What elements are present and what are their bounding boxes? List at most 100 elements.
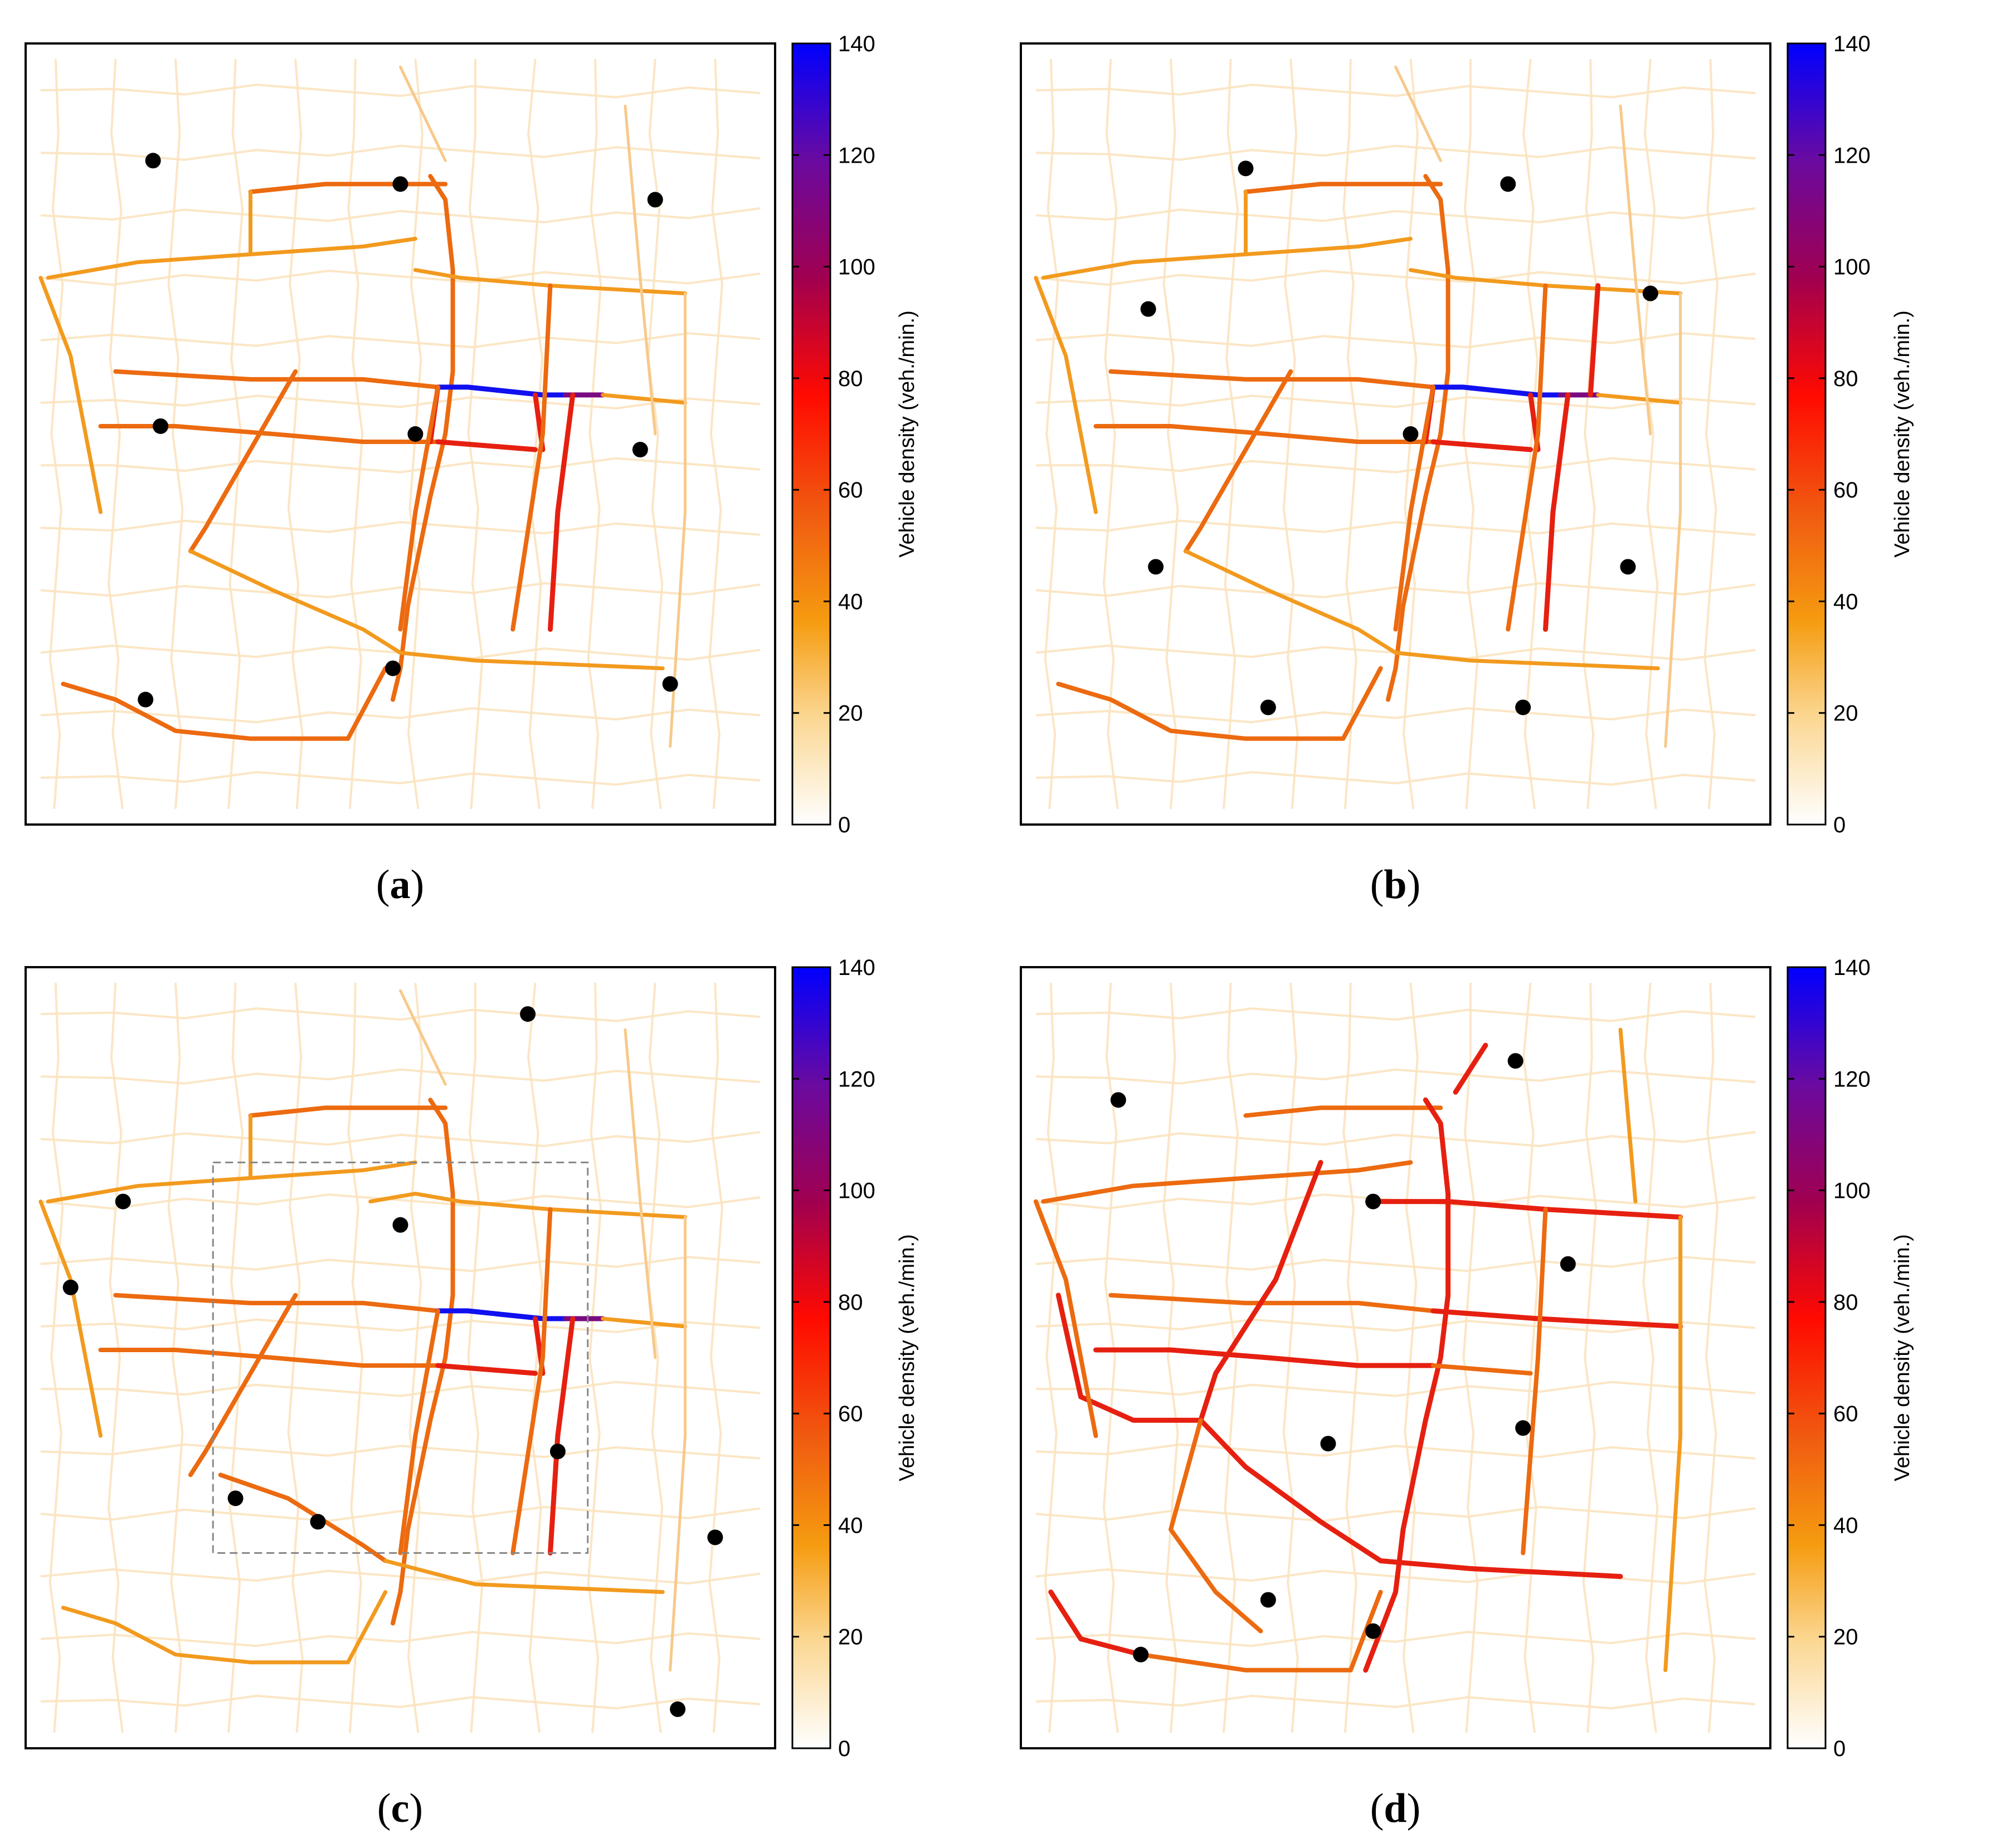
street-line [1035,332,1756,349]
road-segment [1543,392,1571,632]
street-line [1035,1068,1756,1085]
road-segment [98,424,440,444]
street-line [40,1505,761,1522]
caption-letter: b [1384,862,1406,908]
road-segment [510,283,553,632]
caption-paren-open: ( [376,862,390,908]
street-line [40,1443,761,1460]
road-segment [113,1293,440,1313]
colorbar-tick-label: 100 [1833,255,1871,280]
street-line [227,982,244,1733]
station-marker [115,1193,131,1210]
road-segment [1521,1207,1548,1556]
road-segment [98,1348,440,1368]
caption-paren-open: ( [377,1786,391,1831]
station-marker [153,418,169,434]
street-line [1102,58,1119,810]
colorbar-tick-label: 60 [838,478,863,503]
street-line [40,771,761,786]
caption-paren-close: ) [1407,1786,1421,1831]
road-segment [1393,384,1435,632]
panel-c: 0 20 40 60 80 100 120 140 Vehicle density (veh./… [0,924,995,1847]
road-segment [1033,1199,1098,1439]
street-line [1035,207,1756,223]
street-line [40,1381,761,1397]
road-segment [1430,1363,1533,1376]
road-segment [61,1590,388,1665]
street-line [40,707,761,724]
road-network [38,982,761,1733]
street-line [1522,982,1539,1733]
station-marker [707,1529,723,1545]
colorbar-tick-label: 20 [1833,1625,1858,1650]
road-segment [113,369,440,389]
station-marker [520,1006,536,1022]
road-network [1034,58,1756,810]
road-segment [1243,1105,1443,1118]
colorbar [791,42,831,826]
heatmap-svg: 0 20 40 60 80 100 120 140 Vehicle density (veh./… [1020,955,1914,1831]
panel-caption: (d) [1370,1786,1420,1831]
colorbar-tick-label: 140 [838,32,875,56]
road-segment [248,1105,448,1118]
road-segment [398,1308,440,1556]
station-marker [1620,559,1636,575]
station-marker [1110,1092,1126,1108]
caption-paren-close: ) [411,862,425,908]
road-segment [1663,1215,1683,1673]
street-line [107,58,124,810]
colorbar-tick-label: 40 [1833,589,1858,614]
street-line [1162,982,1179,1733]
road-segment [1184,549,1660,671]
road-segment [435,1308,568,1322]
street-line [1642,982,1659,1733]
road-segment [1183,369,1293,554]
colorbar-tick-label: 80 [838,1290,863,1315]
heatmap-svg: 0 20 40 60 80 100 120 140 Vehicle density (veh./… [1020,32,1914,908]
panel-caption: (a) [376,862,424,908]
background-street-grid [1035,982,1756,1733]
street-line [1035,1631,1756,1647]
street-line [1035,1381,1756,1397]
road-segment [1041,1160,1413,1204]
street-line [1522,58,1539,810]
street-line [1035,144,1756,161]
street-line [1582,59,1598,810]
station-marker [138,691,154,708]
road-segment [1394,65,1442,162]
colorbar-tick-label: 60 [1833,478,1858,503]
caption-paren-close: ) [409,1786,423,1831]
panel-a: 0 20 40 60 80 100 120 140 Vehicle density (veh./… [0,0,995,924]
road-segment [1596,393,1683,405]
street-line [1462,59,1479,810]
road-segment [1588,283,1601,398]
road-segment [391,1098,455,1626]
street-line [1642,58,1659,810]
street-line [467,59,484,810]
street-line [527,982,544,1733]
road-segment [1363,1097,1451,1673]
colorbar [1786,42,1827,826]
road-segment [435,384,568,398]
colorbar-tick-label: 60 [838,1402,863,1426]
caption-paren-close: ) [1407,862,1421,908]
panel-d: 0 20 40 60 80 100 120 140 Vehicle density (veh./… [995,924,1990,1847]
street-line [40,84,761,99]
station-marker [1148,559,1164,575]
colorbar [1786,966,1827,1749]
colorbar-tick-label: 100 [1833,1179,1871,1203]
road-segment [38,276,103,514]
colorbar-tick-label: 40 [838,1513,863,1538]
station-marker [227,1490,244,1506]
street-line [40,519,761,536]
colorbar-label: Vehicle density (veh./min.) [895,1234,919,1481]
road-network [38,58,761,810]
street-line [167,982,184,1733]
road-segment [1108,369,1435,389]
street-line [1223,58,1239,810]
station-marker [1238,160,1254,177]
road-segment [1034,276,1098,514]
road-segment [669,1216,687,1672]
station-marker [145,153,161,169]
